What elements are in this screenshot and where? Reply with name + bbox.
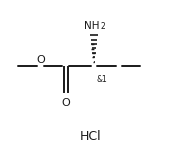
Text: &1: &1 <box>97 75 108 84</box>
Text: NH: NH <box>84 21 99 31</box>
Text: O: O <box>36 55 45 65</box>
Text: O: O <box>61 98 70 108</box>
Text: 2: 2 <box>101 22 105 31</box>
Text: HCl: HCl <box>80 130 101 143</box>
